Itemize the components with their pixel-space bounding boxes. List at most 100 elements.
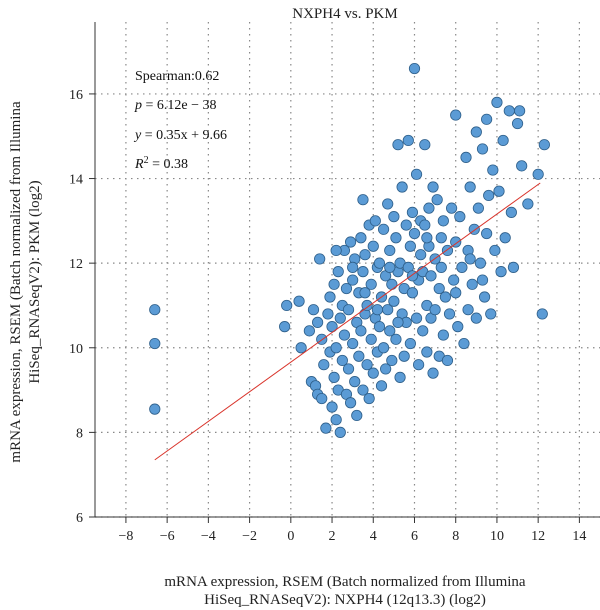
data-point (481, 113, 493, 125)
data-point (334, 312, 346, 324)
data-point (388, 295, 400, 307)
x-tick-label: 0 (287, 529, 294, 544)
data-point (357, 266, 369, 278)
data-point (408, 62, 421, 75)
data-point (279, 321, 291, 333)
data-point (415, 249, 427, 261)
data-point (439, 291, 452, 303)
data-point (410, 168, 423, 180)
data-point (281, 299, 293, 312)
data-point (462, 304, 474, 316)
data-point (328, 371, 340, 383)
data-point (392, 139, 404, 151)
data-point (499, 232, 511, 244)
x-tick-label: −4 (201, 529, 216, 544)
data-point (485, 308, 497, 320)
data-point (355, 232, 367, 244)
data-point (330, 414, 342, 426)
data-point (460, 151, 472, 163)
data-point (495, 266, 507, 278)
data-point (481, 227, 493, 240)
data-point (384, 261, 396, 273)
data-point (332, 266, 344, 278)
data-point (344, 236, 357, 248)
data-point (406, 287, 419, 299)
data-point (532, 168, 544, 180)
data-point (361, 299, 373, 312)
data-point (295, 342, 307, 354)
data-point (427, 367, 439, 379)
data-point (522, 198, 534, 210)
data-point (293, 295, 305, 307)
y-tick-label: 14 (69, 173, 83, 188)
x-tick-label: −2 (242, 529, 257, 544)
p-symbol: p (134, 98, 142, 113)
data-point (338, 329, 351, 341)
x-tick-label: 8 (452, 529, 459, 544)
x-tick-label: 6 (411, 529, 418, 544)
data-point (394, 371, 406, 383)
data-point (443, 308, 456, 320)
data-point (476, 274, 489, 286)
x-tick-label: −6 (160, 529, 175, 544)
data-point (433, 282, 445, 295)
data-point (344, 397, 357, 409)
data-point (448, 274, 460, 286)
data-point (429, 304, 441, 316)
data-point (369, 215, 381, 227)
y-tick-label: 10 (69, 342, 83, 357)
data-point (419, 139, 431, 151)
data-point (472, 202, 484, 214)
axis-ticks: −8 −6 −4 −2 0 2 4 6 8 10 12 14 6 8 10 12 14 16 (69, 88, 586, 544)
data-point (493, 185, 505, 197)
data-point (307, 304, 320, 316)
p-value-label: p = 6.12e − 38 (134, 98, 217, 113)
data-point (373, 257, 386, 269)
data-point (464, 253, 476, 265)
data-point (382, 198, 394, 210)
data-point (377, 342, 390, 354)
data-point (357, 194, 369, 206)
r-squared-label: R2 = 0.38 (134, 155, 188, 173)
data-point (450, 109, 462, 121)
data-point (431, 194, 443, 206)
data-point (538, 139, 550, 151)
y-axis-label-line-2: HiSeq_RNASeqV2): PKM (log2) (27, 180, 43, 383)
data-point (437, 329, 449, 341)
data-point (398, 350, 410, 362)
y-tick-label: 12 (69, 257, 83, 272)
data-point (340, 282, 353, 295)
data-point (326, 401, 338, 413)
y-axis-label-line-1: mRNA expression, RSEM (Batch normalized … (8, 101, 24, 463)
data-point (316, 392, 328, 405)
data-point (507, 261, 520, 273)
data-point (427, 181, 439, 193)
data-point (347, 274, 359, 286)
data-point (423, 202, 435, 214)
data-point (441, 354, 454, 367)
data-point (464, 181, 476, 193)
data-point (342, 304, 355, 316)
data-point (435, 261, 447, 273)
y-tick-label: 8 (76, 426, 83, 441)
x-tick-label: 4 (370, 529, 377, 544)
x-tick-label: 14 (572, 529, 586, 544)
data-point (511, 117, 524, 130)
regression-line (154, 182, 541, 461)
data-point (361, 359, 373, 371)
data-point (392, 316, 404, 328)
data-point (357, 384, 369, 396)
data-point (478, 291, 491, 303)
data-point (149, 304, 161, 316)
data-point (458, 337, 470, 350)
data-point (390, 333, 402, 345)
r-squared-sup: 2 (144, 155, 149, 166)
data-point (336, 354, 348, 367)
data-point (450, 287, 462, 299)
data-point (404, 337, 416, 350)
data-point (330, 244, 342, 257)
data-point (355, 325, 367, 337)
data-point (417, 325, 429, 337)
data-point (396, 181, 408, 193)
r-squared-value: = 0.38 (149, 157, 188, 172)
